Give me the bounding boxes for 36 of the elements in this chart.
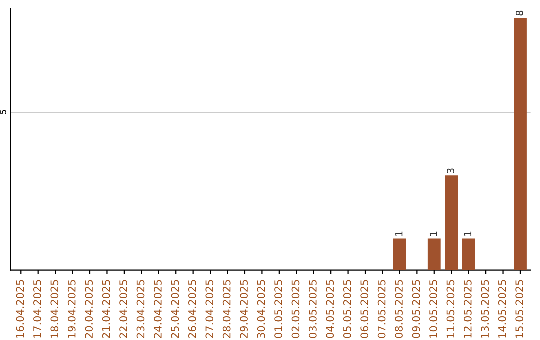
x-tick-label: 12.05.2025 <box>464 280 472 338</box>
x-tick-label: 10.05.2025 <box>430 280 438 338</box>
x-tick-label: 04.05.2025 <box>326 280 334 338</box>
x-tick-label: 15.05.2025 <box>516 280 524 338</box>
x-tick-label: 30.04.2025 <box>257 280 266 338</box>
x-tick-label: 13.05.2025 <box>481 280 490 338</box>
x-tick-label: 24.04.2025 <box>154 280 162 338</box>
x-tick-label: 20.04.2025 <box>85 280 94 338</box>
x-tick-label: 23.04.2025 <box>136 280 145 338</box>
x-tick-label: 07.05.2025 <box>378 280 386 338</box>
x-tick-label: 19.04.2025 <box>68 280 76 338</box>
x-tick-label: 17.04.2025 <box>33 280 42 338</box>
x-tick-label: 08.05.2025 <box>395 280 403 338</box>
x-tick-label: 29.04.2025 <box>240 280 248 338</box>
x-tick-label: 09.05.2025 <box>412 280 420 338</box>
x-tick-label: 02.05.2025 <box>292 280 300 338</box>
data-label: 1 <box>430 232 438 236</box>
x-tick-label: 26.04.2025 <box>188 280 196 338</box>
data-label: 1 <box>464 232 472 236</box>
data-label: 1 <box>396 232 403 236</box>
x-tick-label: 03.05.2025 <box>309 280 317 338</box>
x-tick-label: 05.05.2025 <box>343 280 352 338</box>
x-tick-label: 22.04.2025 <box>120 280 128 338</box>
data-label: 8 <box>516 10 524 16</box>
x-tick-label: 25.04.2025 <box>171 280 180 338</box>
x-tick-label: 11.05.2025 <box>446 280 455 338</box>
x-tick-label: 21.04.2025 <box>102 280 110 338</box>
x-tick-label: 27.04.2025 <box>206 280 214 338</box>
x-tick-label: 28.04.2025 <box>222 280 231 338</box>
x-tick-label: 14.05.2025 <box>498 280 506 338</box>
data-label: 3 <box>447 168 454 174</box>
x-tick-label: 16.04.2025 <box>16 280 24 338</box>
y-tick-label: 5 <box>0 110 6 114</box>
x-tick-label: 01.05.2025 <box>274 280 282 338</box>
x-tick-label: 18.04.2025 <box>50 280 59 338</box>
x-tick-label: 06.05.2025 <box>360 280 369 338</box>
